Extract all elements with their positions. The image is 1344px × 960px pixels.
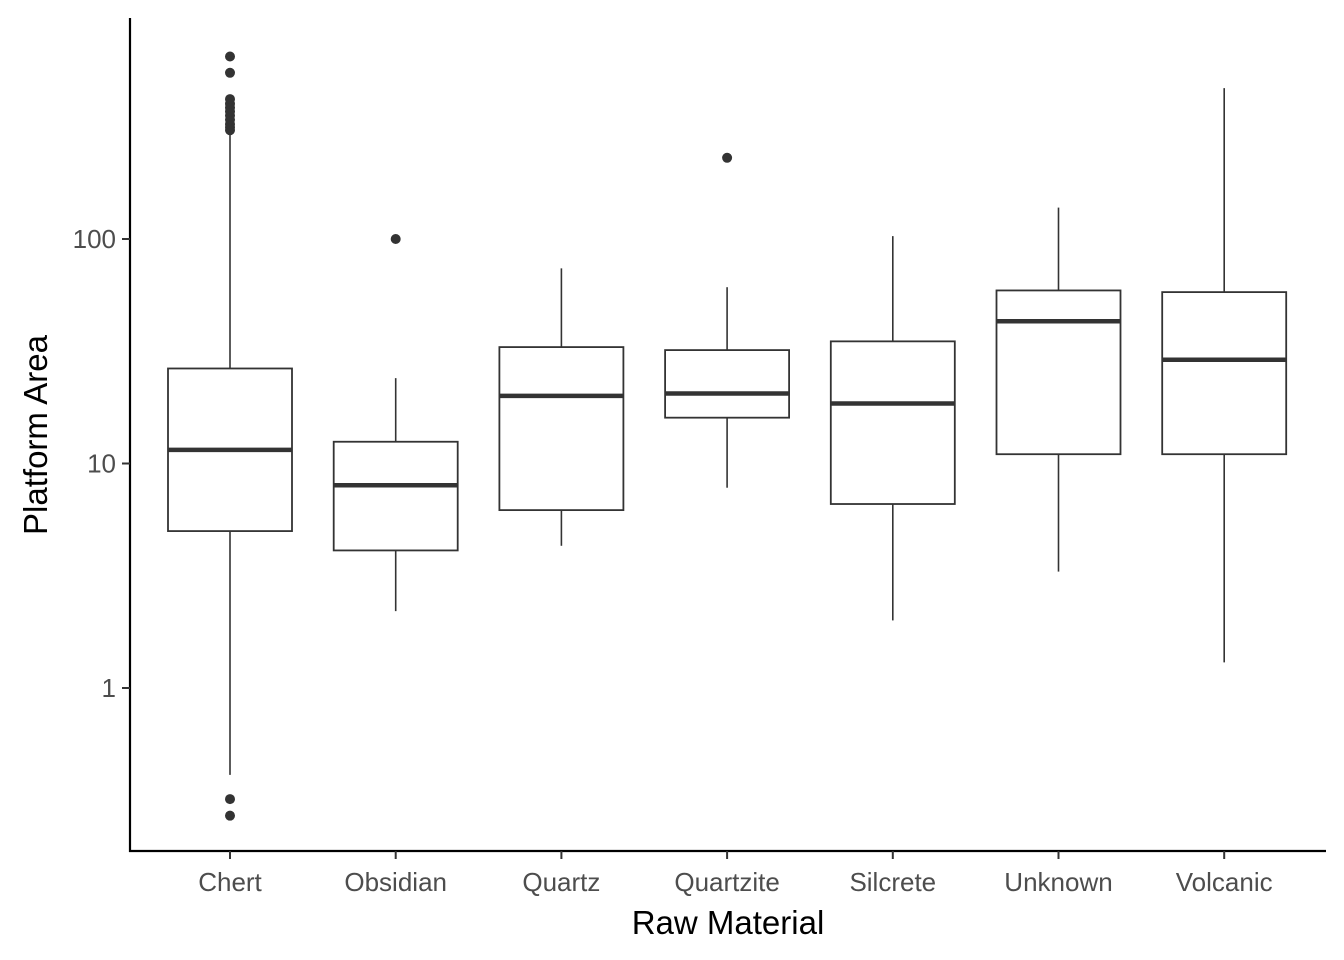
plot-area: [167, 51, 1288, 821]
outlier-point: [225, 51, 235, 62]
iqr-box: [664, 349, 790, 419]
box-volcanic: [1161, 88, 1288, 663]
box-chert: [167, 51, 293, 821]
box-obsidian: [332, 234, 459, 612]
box-silcrete: [829, 236, 956, 621]
box-quartzite: [664, 152, 790, 488]
x-tick-label: Chert: [198, 867, 262, 897]
x-axis-title: Raw Material: [632, 904, 825, 941]
x-tick-label: Unknown: [1004, 867, 1112, 897]
x-tick-label: Quartz: [522, 867, 600, 897]
x-tick-label: Silcrete: [849, 867, 936, 897]
iqr-box: [498, 346, 625, 512]
box-quartz: [498, 268, 625, 546]
y-tick-label: 100: [73, 224, 116, 254]
outlier-point: [390, 234, 401, 244]
outlier-point: [225, 94, 235, 105]
outlier-point: [225, 810, 235, 821]
y-axis-ticks: 1 10 100: [73, 224, 130, 703]
x-tick-label: Quartzite: [674, 867, 780, 897]
iqr-box: [829, 340, 956, 505]
iqr-box: [332, 440, 459, 552]
x-axis-ticks: Chert Obsidian Quartz Quartzite Silcrete Unkn…: [198, 851, 1273, 897]
y-axis-title: Platform Area: [17, 334, 54, 535]
y-tick-label: 10: [87, 449, 116, 479]
iqr-box: [995, 289, 1122, 456]
outlier-point: [722, 152, 733, 163]
iqr-box: [1161, 291, 1288, 456]
y-tick-label: 1: [102, 673, 116, 703]
outlier-point: [225, 67, 235, 78]
box-unknown: [995, 207, 1122, 572]
x-tick-label: Volcanic: [1176, 867, 1273, 897]
outlier-point: [225, 794, 235, 805]
x-tick-label: Obsidian: [344, 867, 447, 897]
